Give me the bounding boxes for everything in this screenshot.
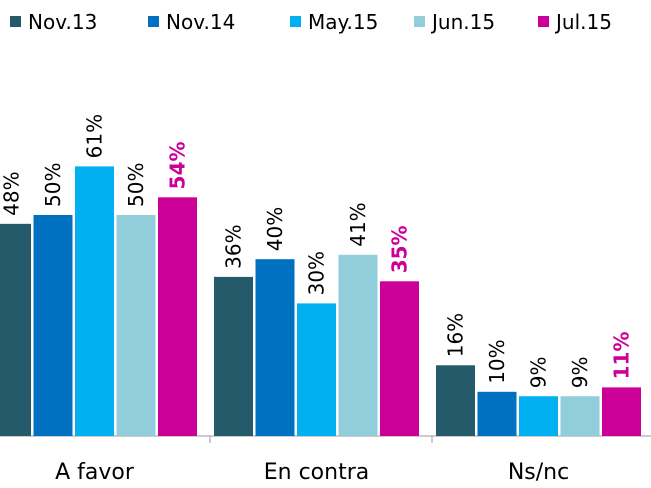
x-tick-label: Ns/nc: [508, 460, 569, 485]
legend-swatch: [414, 16, 425, 27]
bar: [0, 223, 31, 436]
bar: [255, 259, 295, 436]
legend-swatch: [538, 16, 549, 27]
legend-swatch: [148, 16, 159, 27]
data-label: 36%: [222, 224, 246, 268]
data-label: 41%: [346, 202, 370, 246]
data-label: 11%: [610, 332, 634, 380]
legend-label: Nov.14: [166, 10, 235, 34]
legend-swatch: [290, 16, 301, 27]
legend-label: May.15: [308, 10, 378, 34]
data-label: 48%: [0, 171, 24, 215]
bar: [380, 281, 419, 436]
legend-label: Jun.15: [430, 10, 495, 34]
data-label: 16%: [444, 313, 468, 357]
bar: [477, 391, 517, 436]
bar: [519, 396, 558, 436]
bar: [214, 276, 253, 436]
bar: [158, 197, 197, 436]
data-label: 40%: [263, 207, 287, 251]
data-label: 54%: [166, 141, 190, 189]
x-tick-label: En contra: [264, 460, 370, 485]
data-label: 61%: [83, 114, 107, 158]
bar: [602, 387, 641, 436]
data-label: 10%: [485, 339, 509, 383]
data-label: 35%: [388, 225, 412, 273]
x-tick-label: A favor: [55, 460, 135, 485]
bar: [297, 303, 336, 436]
data-label: 30%: [305, 251, 329, 295]
legend-label: Nov.13: [28, 10, 97, 34]
bar: [33, 215, 73, 436]
bar: [436, 365, 475, 436]
bar: [338, 254, 378, 436]
legend-label: Jul.15: [554, 10, 612, 34]
data-label: 50%: [41, 163, 65, 207]
bar: [560, 396, 600, 436]
bar: [75, 166, 114, 436]
bar: [116, 215, 156, 436]
data-label: 50%: [124, 163, 148, 207]
data-label: 9%: [568, 356, 592, 388]
data-label: 9%: [527, 356, 551, 388]
legend-swatch: [10, 16, 21, 27]
